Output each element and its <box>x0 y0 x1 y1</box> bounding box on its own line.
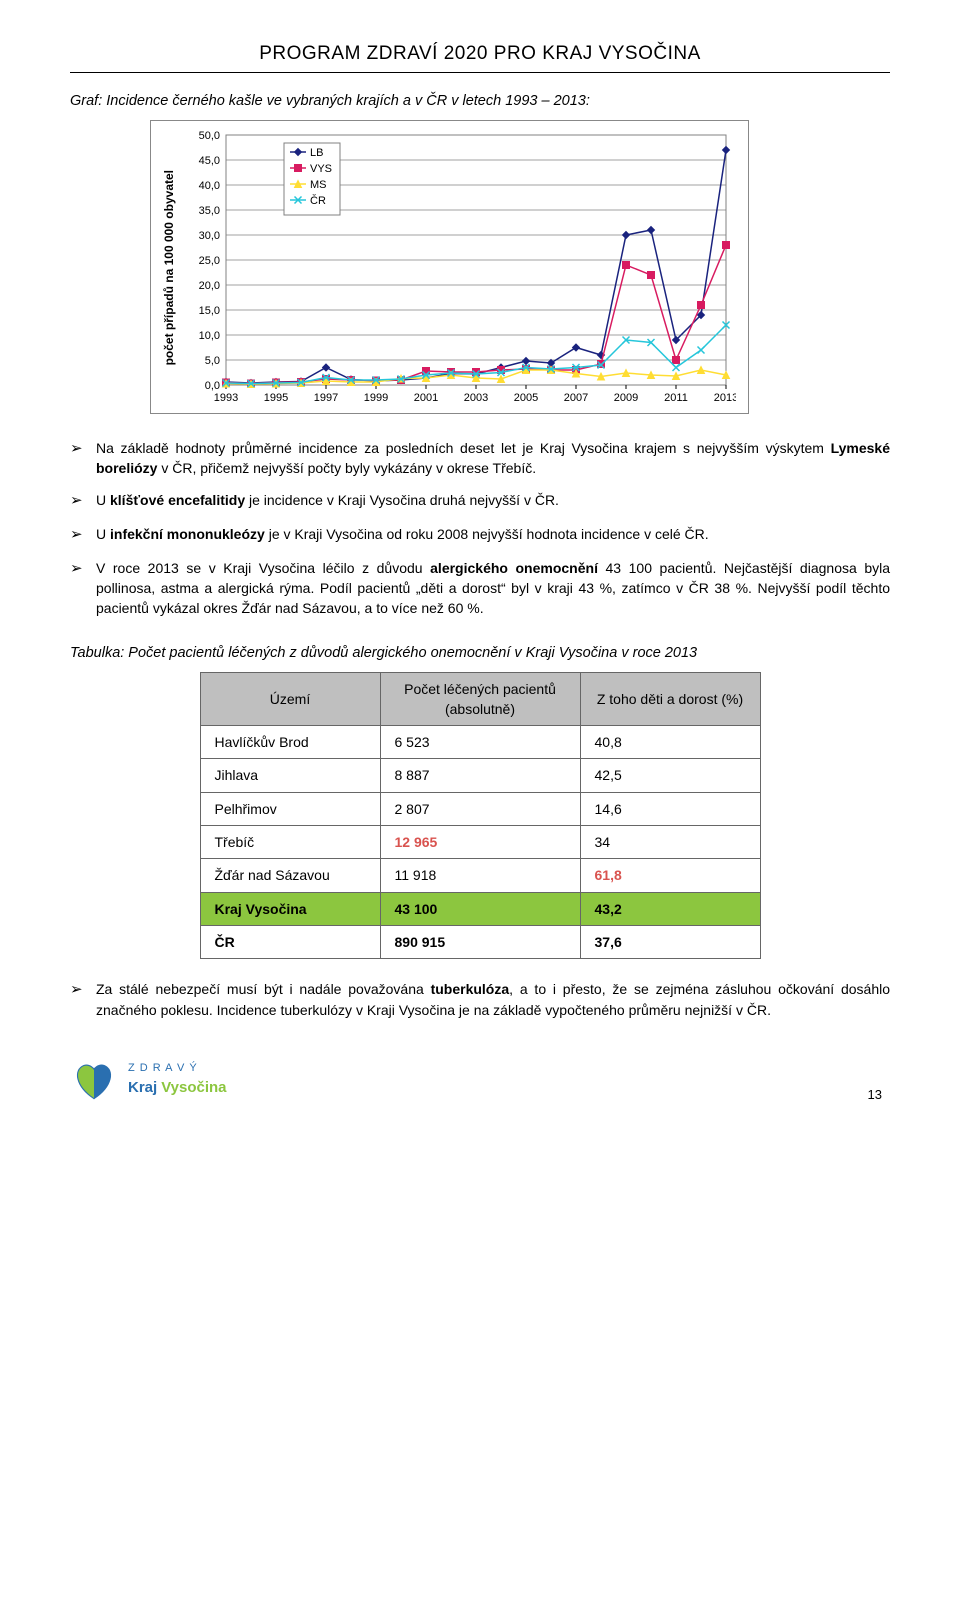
arrow-icon: ➢ <box>70 979 96 1020</box>
svg-text:20,0: 20,0 <box>199 280 220 292</box>
footer-vysocina: Vysočina <box>161 1077 226 1099</box>
arrow-icon: ➢ <box>70 490 96 512</box>
chart-caption: Graf: Incidence černého kašle ve vybraný… <box>70 91 890 112</box>
table-cell: 6 523 <box>380 726 580 759</box>
footer-small: Z D R A V Ý <box>128 1061 227 1077</box>
table-cell: Havlíčkův Brod <box>200 726 380 759</box>
line-chart: 0,0 5,0 10,0 15,0 20,0 25,0 30,0 35,0 40,0 45,0 50… <box>184 129 736 407</box>
bullet-item: ➢V roce 2013 se v Kraji Vysočina léčilo … <box>70 558 890 619</box>
svg-text:LB: LB <box>310 147 323 159</box>
svg-text:2009: 2009 <box>614 392 638 404</box>
bullet-item: ➢U klíšťové encefalitidy je incidence v … <box>70 490 890 512</box>
footer-logo-text: Z D R A V Ý Kraj Vysočina <box>128 1061 227 1099</box>
bullet-text: Na základě hodnoty průměrné incidence za… <box>96 438 890 479</box>
svg-text:1995: 1995 <box>264 392 288 404</box>
svg-text:5,0: 5,0 <box>205 355 220 367</box>
svg-text:50,0: 50,0 <box>199 130 220 142</box>
chart-y-axis-label: počet případů na 100 000 obyvatel <box>161 170 178 365</box>
svg-text:ČR: ČR <box>310 194 326 207</box>
svg-text:2007: 2007 <box>564 392 588 404</box>
svg-text:1997: 1997 <box>314 392 338 404</box>
table-header: Počet léčených pacientů (absolutně) <box>380 672 580 726</box>
svg-text:1999: 1999 <box>364 392 388 404</box>
table-row: Žďár nad Sázavou11 91861,8 <box>200 859 760 892</box>
svg-text:2001: 2001 <box>414 392 438 404</box>
table-cell: ČR <box>200 925 380 958</box>
arrow-icon: ➢ <box>70 558 96 619</box>
doc-title: PROGRAM ZDRAVÍ 2020 PRO KRAJ VYSOČINA <box>70 40 890 73</box>
table-cell: 14,6 <box>580 792 760 825</box>
table-row: Jihlava8 88742,5 <box>200 759 760 792</box>
arrow-icon: ➢ <box>70 438 96 479</box>
svg-text:2013: 2013 <box>714 392 736 404</box>
table-cell: 43 100 <box>380 892 580 925</box>
bullet-text: U infekční mononukleózy je v Kraji Vysoč… <box>96 524 890 546</box>
table-cell: Pelhřimov <box>200 792 380 825</box>
svg-text:0,0: 0,0 <box>205 380 220 392</box>
chart-container: počet případů na 100 000 obyvatel 0,0 5,0… <box>150 120 890 414</box>
svg-text:35,0: 35,0 <box>199 205 220 217</box>
bullets-list-2: ➢Za stálé nebezpečí musí být i nadále po… <box>70 979 890 1020</box>
table-cell: 11 918 <box>380 859 580 892</box>
table-header: Území <box>200 672 380 726</box>
svg-text:1993: 1993 <box>214 392 238 404</box>
bullets-list-1: ➢Na základě hodnoty průměrné incidence z… <box>70 438 890 619</box>
table-cell: 34 <box>580 826 760 859</box>
svg-text:40,0: 40,0 <box>199 180 220 192</box>
table-cell: Kraj Vysočina <box>200 892 380 925</box>
table-cell: 37,6 <box>580 925 760 958</box>
bullet-item: ➢Na základě hodnoty průměrné incidence z… <box>70 438 890 479</box>
table-cell: 8 887 <box>380 759 580 792</box>
table-row: Třebíč12 96534 <box>200 826 760 859</box>
table-cell: 40,8 <box>580 726 760 759</box>
table-cell: Žďár nad Sázavou <box>200 859 380 892</box>
svg-text:VYS: VYS <box>310 163 332 175</box>
table-row: Havlíčkův Brod6 52340,8 <box>200 726 760 759</box>
table-caption: Tabulka: Počet pacientů léčených z důvod… <box>70 643 890 664</box>
table-row: Kraj Vysočina43 10043,2 <box>200 892 760 925</box>
bullet-text: Za stálé nebezpečí musí být i nadále pov… <box>96 979 890 1020</box>
svg-text:15,0: 15,0 <box>199 305 220 317</box>
bullet-text: U klíšťové encefalitidy je incidence v K… <box>96 490 890 512</box>
svg-text:MS: MS <box>310 179 327 191</box>
table-cell: Jihlava <box>200 759 380 792</box>
table-cell: 42,5 <box>580 759 760 792</box>
table-header: Z toho děti a dorost (%) <box>580 672 760 726</box>
bullet-text: V roce 2013 se v Kraji Vysočina léčilo z… <box>96 558 890 619</box>
table-cell: Třebíč <box>200 826 380 859</box>
svg-text:2011: 2011 <box>665 392 689 404</box>
table-cell: 2 807 <box>380 792 580 825</box>
svg-text:2003: 2003 <box>464 392 488 404</box>
patients-table: ÚzemíPočet léčených pacientů (absolutně)… <box>200 672 761 960</box>
table-cell: 890 915 <box>380 925 580 958</box>
table-cell: 43,2 <box>580 892 760 925</box>
svg-text:45,0: 45,0 <box>199 155 220 167</box>
svg-text:25,0: 25,0 <box>199 255 220 267</box>
svg-text:10,0: 10,0 <box>199 330 220 342</box>
svg-text:2005: 2005 <box>514 392 538 404</box>
bullet-item: ➢U infekční mononukleózy je v Kraji Vyso… <box>70 524 890 546</box>
arrow-icon: ➢ <box>70 524 96 546</box>
heart-logo-icon <box>70 1056 118 1104</box>
table-row: Pelhřimov2 80714,6 <box>200 792 760 825</box>
bullet-item: ➢Za stálé nebezpečí musí být i nadále po… <box>70 979 890 1020</box>
table-cell: 12 965 <box>380 826 580 859</box>
table-cell: 61,8 <box>580 859 760 892</box>
footer-kraj: Kraj <box>128 1077 157 1099</box>
svg-text:30,0: 30,0 <box>199 230 220 242</box>
table-row: ČR890 91537,6 <box>200 925 760 958</box>
